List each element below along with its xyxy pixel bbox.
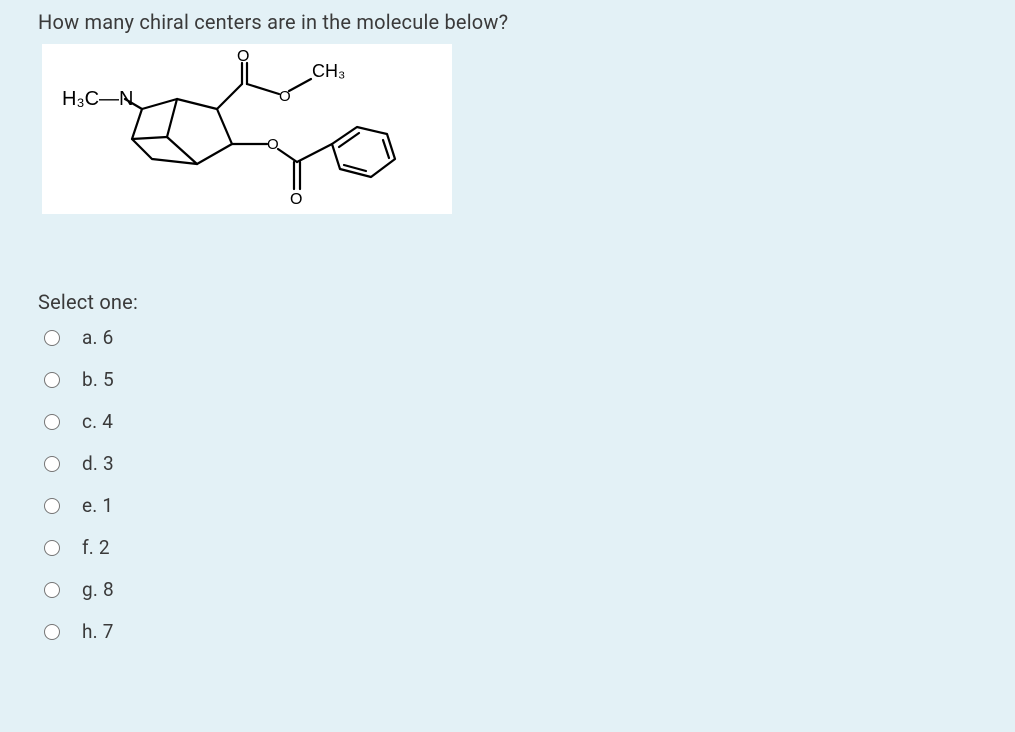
option-d[interactable]: d. 3	[44, 452, 977, 475]
option-f[interactable]: f. 2	[44, 536, 977, 559]
option-label-g[interactable]: g. 8	[82, 578, 114, 601]
label-o-ester2: O	[290, 191, 302, 208]
radio-e[interactable]	[44, 498, 60, 514]
radio-f[interactable]	[44, 540, 60, 556]
option-label-b[interactable]: b. 5	[82, 368, 114, 391]
radio-a[interactable]	[44, 330, 60, 346]
options-group: a. 6 b. 5 c. 4 d. 3 e. 1 f. 2 g. 8 h. 7	[38, 326, 977, 643]
option-a[interactable]: a. 6	[44, 326, 977, 349]
option-g[interactable]: g. 8	[44, 578, 977, 601]
option-c[interactable]: c. 4	[44, 410, 977, 433]
option-label-e[interactable]: e. 1	[82, 494, 113, 517]
label-o-methoxy: O	[279, 88, 291, 105]
option-label-d[interactable]: d. 3	[82, 452, 114, 475]
option-label-h[interactable]: h. 7	[82, 620, 114, 643]
label-o-top: O	[237, 49, 249, 65]
option-h[interactable]: h. 7	[44, 620, 977, 643]
radio-g[interactable]	[44, 582, 60, 598]
molecule-image: H₃C—N CH₃ O O O O	[42, 44, 452, 214]
option-label-f[interactable]: f. 2	[82, 536, 110, 559]
radio-c[interactable]	[44, 414, 60, 430]
label-ch3: CH₃	[312, 61, 345, 81]
question-text: How many chiral centers are in the molec…	[38, 10, 977, 34]
radio-d[interactable]	[44, 456, 60, 472]
molecule-svg: H₃C—N CH₃ O O O O	[57, 49, 437, 209]
option-b[interactable]: b. 5	[44, 368, 977, 391]
option-label-c[interactable]: c. 4	[82, 410, 113, 433]
radio-b[interactable]	[44, 372, 60, 388]
label-h3c-n: H₃C—N	[62, 88, 133, 110]
radio-h[interactable]	[44, 624, 60, 640]
option-e[interactable]: e. 1	[44, 494, 977, 517]
label-o-ester1: O	[267, 136, 279, 153]
option-label-a[interactable]: a. 6	[82, 326, 114, 349]
select-prompt: Select one:	[38, 290, 977, 314]
